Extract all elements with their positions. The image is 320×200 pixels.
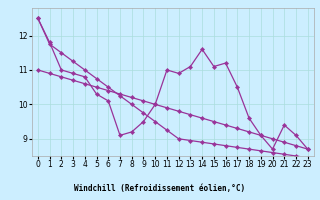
Text: Windchill (Refroidissement éolien,°C): Windchill (Refroidissement éolien,°C) [75, 184, 245, 193]
